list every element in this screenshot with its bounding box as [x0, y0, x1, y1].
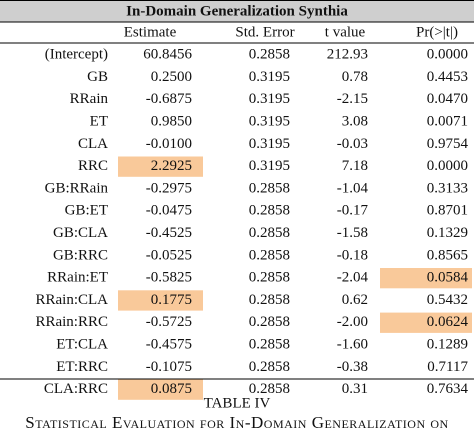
- cell: 0.3133: [427, 180, 468, 196]
- highlight: [118, 290, 203, 311]
- cell: 0.2858: [249, 247, 290, 263]
- row-label: RRain:ET: [47, 270, 108, 286]
- cell: 0.1329: [427, 225, 468, 241]
- cell: -0.0525: [146, 247, 192, 263]
- cell: 0.2858: [249, 270, 290, 286]
- column-header: Std. Error: [235, 24, 294, 40]
- cell: -1.58: [337, 225, 368, 241]
- cell: -0.0475: [146, 203, 192, 219]
- row-label: GB:CLA: [53, 225, 108, 241]
- cell: -0.4575: [146, 336, 192, 352]
- cell: 0.78: [342, 69, 368, 85]
- cell: 0.9850: [151, 113, 192, 129]
- cell: 0.8701: [427, 203, 468, 219]
- row-label: (Intercept): [45, 47, 108, 63]
- row-label: RRain:CLA: [35, 292, 108, 308]
- cell: -0.0100: [146, 136, 192, 152]
- cell: 0.1775: [151, 292, 192, 308]
- cell: 212.93: [327, 47, 368, 63]
- cell: -0.38: [337, 359, 368, 375]
- cell: 60.8456: [143, 47, 192, 63]
- cell: -1.60: [337, 336, 368, 352]
- cell: 2.2925: [151, 158, 192, 174]
- cell: 0.2858: [249, 314, 290, 330]
- cell: 0.62: [342, 292, 368, 308]
- row-label: GB:RRC: [53, 247, 108, 263]
- cell: 0.2858: [249, 47, 290, 63]
- column-header: Pr(>|t|): [416, 24, 458, 40]
- caption-label: TABLE IV: [204, 395, 271, 411]
- cell: 0.2858: [249, 203, 290, 219]
- cell: 0.9754: [427, 136, 469, 152]
- cell: 3.08: [342, 113, 368, 129]
- cell: 0.2858: [249, 336, 290, 352]
- cell: 0.3195: [249, 113, 290, 129]
- cell: 0.3195: [249, 91, 290, 107]
- cell: 0.2858: [249, 359, 290, 375]
- cell: 0.31: [342, 381, 368, 397]
- cell: 0.2858: [249, 381, 290, 397]
- cell: -1.04: [337, 180, 369, 196]
- row-label: CLA:RRC: [44, 381, 108, 397]
- cell: 0.0624: [427, 314, 469, 330]
- row-label: RRC: [78, 158, 108, 174]
- cell: 0.0000: [427, 47, 468, 63]
- row-label: GB:ET: [65, 203, 108, 219]
- row-label: GB:RRain: [45, 180, 109, 196]
- cell: 0.0470: [427, 91, 468, 107]
- cell: 0.5432: [427, 292, 468, 308]
- cell: -0.5825: [146, 270, 192, 286]
- cell: -0.2975: [146, 180, 192, 196]
- highlight: [380, 312, 472, 333]
- cell: 0.2858: [249, 292, 290, 308]
- cell: -2.00: [337, 314, 368, 330]
- cell: 0.7117: [427, 359, 468, 375]
- caption-text: Statistical Evaluation for In-Domain Gen…: [25, 413, 448, 428]
- cell: -0.18: [337, 247, 368, 263]
- cell: -0.1075: [146, 359, 192, 375]
- cell: 0.8565: [427, 247, 468, 263]
- row-label: ET:CLA: [56, 336, 108, 352]
- cell: -0.5725: [146, 314, 192, 330]
- cell: -0.4525: [146, 225, 192, 241]
- cell: 0.0000: [427, 158, 468, 174]
- cell: 0.0071: [427, 113, 468, 129]
- highlight: [118, 379, 203, 400]
- cell: -2.15: [337, 91, 368, 107]
- row-label: RRain:RRC: [35, 314, 108, 330]
- row-label: ET:RRC: [56, 359, 108, 375]
- cell: 0.2858: [249, 225, 290, 241]
- cell: 0.2858: [249, 180, 290, 196]
- column-header: t value: [325, 24, 366, 40]
- cell: -0.6875: [146, 91, 192, 107]
- cell: -0.03: [337, 136, 368, 152]
- cell: -2.04: [337, 270, 369, 286]
- cell: -0.17: [337, 203, 369, 219]
- column-header: Estimate: [124, 24, 177, 40]
- row-label: RRain: [70, 91, 109, 107]
- cell: 0.4453: [427, 69, 468, 85]
- highlight: [380, 268, 472, 289]
- cell: 0.3195: [249, 136, 290, 152]
- cell: 0.1289: [427, 336, 468, 352]
- row-label: CLA: [78, 136, 108, 152]
- cell: 0.3195: [249, 69, 290, 85]
- cell: 0.7634: [427, 381, 469, 397]
- cell: 0.0584: [427, 270, 469, 286]
- cell: 0.3195: [249, 158, 290, 174]
- cell: 0.0875: [151, 381, 192, 397]
- row-label: ET: [90, 113, 108, 129]
- table-title: In-Domain Generalization Synthia: [126, 3, 348, 19]
- cell: 7.18: [342, 158, 368, 174]
- highlight: [118, 156, 203, 177]
- row-label: GB: [87, 69, 108, 85]
- cell: 0.2500: [151, 69, 192, 85]
- title-bar: [0, 0, 474, 22]
